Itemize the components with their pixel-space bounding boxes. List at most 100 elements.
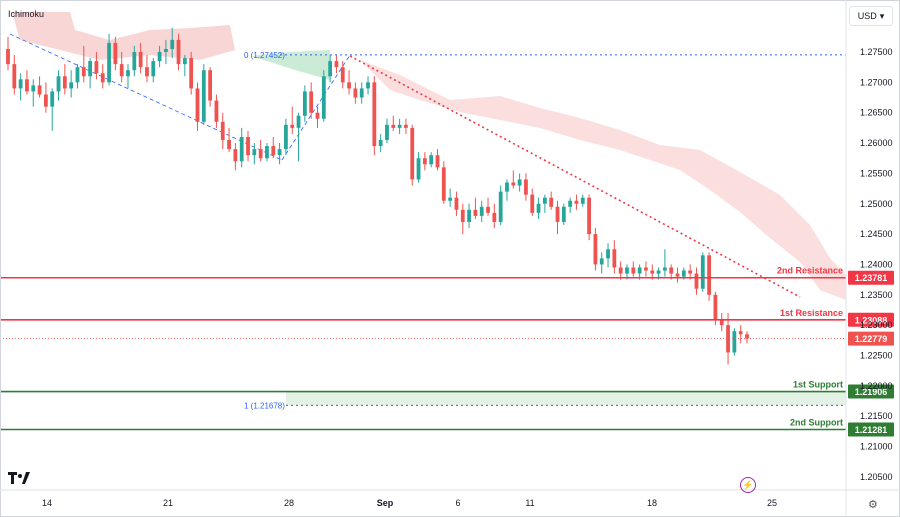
price-tag [848, 270, 894, 285]
candle [100, 64, 105, 89]
candle [378, 133, 383, 153]
candle [302, 85, 307, 122]
y-tick-label: 1.23000 [860, 320, 893, 330]
candle [410, 124, 415, 186]
y-tick-label: 1.25000 [860, 199, 893, 209]
candle [719, 313, 724, 332]
candle [618, 261, 623, 280]
chevron-down-icon: ▾ [879, 10, 885, 21]
candle [631, 261, 636, 277]
candle [675, 267, 680, 283]
candle [252, 143, 257, 165]
x-tick-label: 28 [284, 498, 294, 508]
candle [479, 200, 484, 222]
candle [574, 194, 579, 210]
candle [321, 70, 326, 122]
candle [126, 64, 130, 89]
tradingview-logo-icon [8, 472, 30, 484]
x-tick-label: 11 [525, 498, 534, 508]
x-tick-label: 21 [163, 498, 173, 508]
indicator-label: Ichimoku [8, 9, 45, 19]
candle [44, 82, 48, 113]
level-label: 2nd Resistance [777, 266, 843, 276]
candle [454, 191, 459, 216]
y-tick-label: 1.23500 [860, 290, 893, 300]
price-tag [848, 312, 894, 327]
candle [328, 55, 333, 83]
cloud-red-early [12, 12, 235, 60]
candle [214, 94, 219, 128]
candle [745, 331, 749, 344]
candle [726, 313, 730, 365]
candle [145, 55, 149, 83]
candle [372, 76, 377, 156]
candle [536, 197, 541, 219]
cloud-green [250, 50, 330, 80]
lightning-icon[interactable]: ⚡ [740, 477, 756, 493]
candle [81, 45, 86, 83]
candle [700, 252, 705, 292]
candle [599, 252, 604, 274]
candle [549, 191, 554, 210]
candle [334, 55, 339, 74]
candle [88, 58, 93, 89]
candle [271, 136, 276, 159]
cloud-red [360, 60, 846, 300]
candle [75, 64, 80, 89]
price-tag-label: 1.23088 [855, 315, 888, 325]
candle [593, 228, 598, 271]
candle [422, 152, 427, 171]
fib-1-label: 1 (1.21678) [244, 401, 285, 410]
candle [397, 118, 402, 134]
candle [568, 197, 573, 213]
candle [612, 240, 617, 274]
currency-button[interactable]: USD ▾ [849, 6, 893, 26]
level-label: 1st Resistance [780, 308, 843, 318]
candle [189, 52, 194, 95]
candle [353, 82, 358, 104]
candle [505, 179, 509, 201]
candle [441, 161, 446, 204]
price-tag [848, 331, 894, 346]
level-label: 2nd Support [790, 417, 843, 427]
candle [119, 52, 124, 83]
candle [460, 203, 465, 235]
y-tick-label: 1.22000 [860, 381, 893, 391]
candle [467, 203, 471, 229]
currency-label: USD [857, 11, 877, 21]
candle [157, 45, 162, 68]
candle [132, 45, 137, 77]
gear-icon[interactable]: ⚙ [868, 499, 878, 511]
candle [347, 70, 351, 95]
x-tick-label: 14 [42, 498, 52, 508]
candle [208, 67, 213, 107]
candle [448, 188, 453, 207]
sr-levels: 2nd Resistance 1.23781 1st Resistance 1.230… [0, 266, 894, 437]
candle [31, 79, 36, 107]
candle [233, 143, 238, 171]
y-tick-label: 1.26500 [860, 108, 893, 118]
candle [486, 197, 490, 216]
y-tick-label: 1.24000 [860, 259, 893, 269]
candle [25, 70, 29, 95]
candle [416, 152, 421, 183]
y-tick-label: 1.22500 [860, 351, 893, 361]
x-tick-label: 25 [767, 498, 777, 508]
y-tick-label: 1.27500 [860, 47, 893, 57]
candle [6, 36, 10, 71]
candle [561, 203, 566, 225]
candle [18, 73, 23, 101]
candles [6, 27, 749, 365]
price-tag-label: 1.22779 [855, 334, 888, 344]
candle [580, 194, 585, 207]
candle [435, 149, 440, 171]
candle [404, 118, 408, 134]
price-tag-label: 1.21906 [855, 387, 888, 397]
level-label: 1st Support [793, 380, 843, 390]
candle [391, 115, 396, 131]
candle [37, 76, 42, 98]
candle [498, 185, 503, 225]
candle [246, 130, 250, 162]
candle [296, 112, 301, 162]
